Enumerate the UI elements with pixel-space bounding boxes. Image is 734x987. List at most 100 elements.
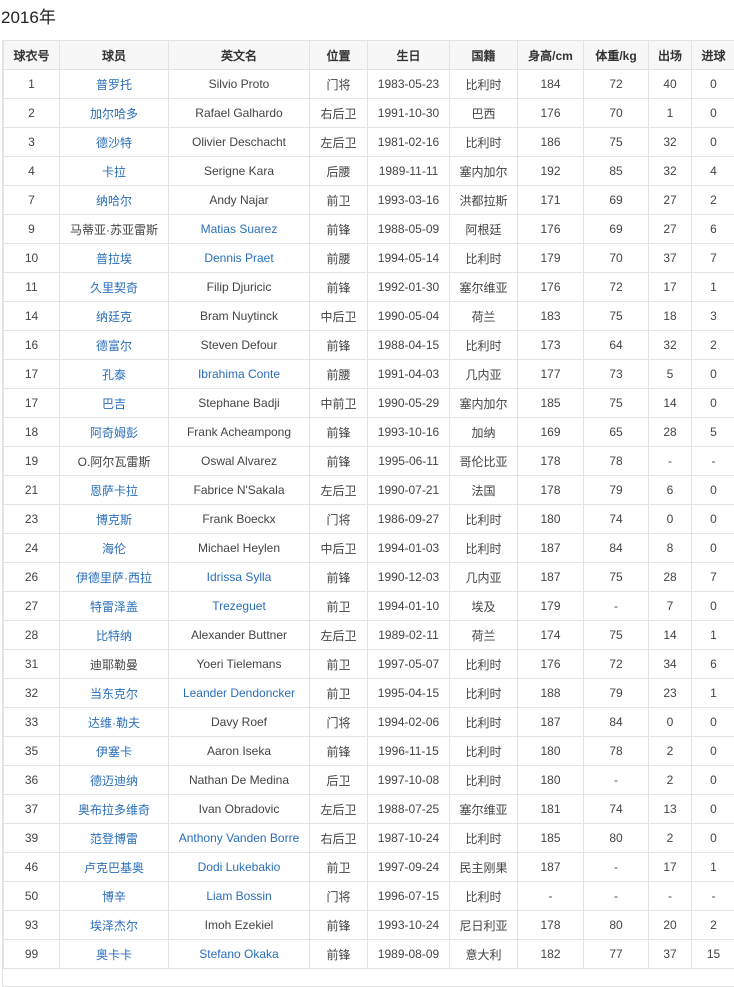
cell-position: 左后卫 <box>309 620 368 650</box>
cell-player[interactable]: 德沙特 <box>59 127 169 157</box>
cell-height: 180 <box>517 504 584 534</box>
cell-height: 176 <box>517 98 584 128</box>
cell-english-name[interactable]: Leander Dendoncker <box>168 678 310 708</box>
cell-appearances: 0 <box>648 707 692 737</box>
header-player: 球员 <box>59 40 169 70</box>
cell-weight: 74 <box>583 504 649 534</box>
cell-nationality: 加纳 <box>449 417 518 447</box>
cell-player[interactable]: 普罗托 <box>59 69 169 99</box>
cell-height: 179 <box>517 243 584 273</box>
cell-nationality: 埃及 <box>449 591 518 621</box>
cell-height: 178 <box>517 910 584 940</box>
table-row: 3 德沙特 Olivier Deschacht 左后卫 1981-02-16 比利时 186… <box>3 127 734 157</box>
cell-nationality: 法国 <box>449 475 518 505</box>
cell-nationality: 荷兰 <box>449 301 518 331</box>
cell-number: 3 <box>3 127 60 157</box>
cell-birthday: 1992-01-30 <box>367 272 450 302</box>
cell-player[interactable]: 卢克巴基奥 <box>59 852 169 882</box>
cell-height: 187 <box>517 533 584 563</box>
cell-english-name: Alexander Buttner <box>168 620 310 650</box>
section-title: 2016年 <box>1 8 56 27</box>
cell-player[interactable]: 阿奇姆彭 <box>59 417 169 447</box>
table-row: 37 奥布拉多维奇 Ivan Obradovic 左后卫 1988-07-25 塞尔维亚 1… <box>3 794 734 824</box>
cell-player[interactable]: 范登博雷 <box>59 823 169 853</box>
cell-player[interactable]: 加尔哈多 <box>59 98 169 128</box>
cell-player[interactable]: 久里契奇 <box>59 272 169 302</box>
cell-appearances: 2 <box>648 765 692 795</box>
cell-english-name: Michael Heylen <box>168 533 310 563</box>
cell-player[interactable]: 纳廷克 <box>59 301 169 331</box>
cell-english-name: Olivier Deschacht <box>168 127 310 157</box>
cell-player[interactable]: 普拉埃 <box>59 243 169 273</box>
table-row: 14 纳廷克 Bram Nuytinck 中后卫 1990-05-04 荷兰 183 75 18… <box>3 301 734 331</box>
cell-position: 门将 <box>309 707 368 737</box>
cell-position: 前锋 <box>309 736 368 766</box>
cell-weight: - <box>583 591 649 621</box>
cell-player[interactable]: 奥布拉多维奇 <box>59 794 169 824</box>
cell-number: 21 <box>3 475 60 505</box>
table-row: 36 德迈迪纳 Nathan De Medina 后卫 1997-10-08 比利时 180… <box>3 765 734 795</box>
cell-height: 171 <box>517 185 584 215</box>
cell-english-name[interactable]: Stefano Okaka <box>168 939 310 969</box>
cell-player[interactable]: 当东克尔 <box>59 678 169 708</box>
cell-player[interactable]: 恩萨卡拉 <box>59 475 169 505</box>
cell-number: 46 <box>3 852 60 882</box>
cell-player[interactable]: 孔泰 <box>59 359 169 389</box>
cell-weight: 72 <box>583 649 649 679</box>
cell-position: 左后卫 <box>309 475 368 505</box>
cell-player[interactable]: 博辛 <box>59 881 169 911</box>
cell-english-name[interactable]: Ibrahima Conte <box>168 359 310 389</box>
cell-player[interactable]: 海伦 <box>59 533 169 563</box>
cell-position: 前卫 <box>309 852 368 882</box>
cell-nationality: 哥伦比亚 <box>449 446 518 476</box>
cell-position: 左后卫 <box>309 794 368 824</box>
cell-weight: 78 <box>583 736 649 766</box>
cell-goals: 5 <box>691 417 734 447</box>
cell-player: O.阿尔瓦雷斯 <box>59 446 169 476</box>
cell-weight: 72 <box>583 69 649 99</box>
cell-position: 前锋 <box>309 939 368 969</box>
cell-goals: 0 <box>691 823 734 853</box>
cell-player[interactable]: 德富尔 <box>59 330 169 360</box>
cell-player[interactable]: 奥卡卡 <box>59 939 169 969</box>
cell-number: 14 <box>3 301 60 331</box>
cell-player[interactable]: 伊塞卡 <box>59 736 169 766</box>
cell-english-name[interactable]: Matias Suarez <box>168 214 310 244</box>
cell-height: 176 <box>517 214 584 244</box>
cell-english-name: Steven Defour <box>168 330 310 360</box>
cell-player[interactable]: 巴吉 <box>59 388 169 418</box>
cell-player[interactable]: 纳哈尔 <box>59 185 169 215</box>
cell-goals: 2 <box>691 330 734 360</box>
cell-appearances: 17 <box>648 852 692 882</box>
cell-english-name[interactable]: Anthony Vanden Borre <box>168 823 310 853</box>
cell-goals: 0 <box>691 765 734 795</box>
cell-player[interactable]: 比特纳 <box>59 620 169 650</box>
cell-english-name[interactable]: Liam Bossin <box>168 881 310 911</box>
cell-english-name[interactable]: Idrissa Sylla <box>168 562 310 592</box>
cell-position: 前锋 <box>309 417 368 447</box>
cell-number: 16 <box>3 330 60 360</box>
cell-nationality: 几内亚 <box>449 562 518 592</box>
cell-position: 前腰 <box>309 243 368 273</box>
cell-number: 23 <box>3 504 60 534</box>
cell-goals: 0 <box>691 359 734 389</box>
cell-english-name[interactable]: Dodi Lukebakio <box>168 852 310 882</box>
table-row: 50 博辛 Liam Bossin 门将 1996-07-15 比利时 - - - - <box>3 881 734 911</box>
cell-player[interactable]: 博克斯 <box>59 504 169 534</box>
cell-player[interactable]: 特雷泽盖 <box>59 591 169 621</box>
cell-player[interactable]: 达维·勒夫 <box>59 707 169 737</box>
cell-goals: 0 <box>691 127 734 157</box>
cell-goals: 0 <box>691 388 734 418</box>
cell-goals: 3 <box>691 301 734 331</box>
cell-player[interactable]: 卡拉 <box>59 156 169 186</box>
cell-player[interactable]: 埃泽杰尔 <box>59 910 169 940</box>
cell-player[interactable]: 德迈迪纳 <box>59 765 169 795</box>
cell-birthday: 1993-03-16 <box>367 185 450 215</box>
header-goals: 进球 <box>691 40 734 70</box>
cell-english-name[interactable]: Trezeguet <box>168 591 310 621</box>
cell-nationality: 比利时 <box>449 678 518 708</box>
cell-position: 门将 <box>309 69 368 99</box>
cell-player[interactable]: 伊德里萨·西拉 <box>59 562 169 592</box>
cell-english-name[interactable]: Dennis Praet <box>168 243 310 273</box>
cell-goals: 0 <box>691 736 734 766</box>
